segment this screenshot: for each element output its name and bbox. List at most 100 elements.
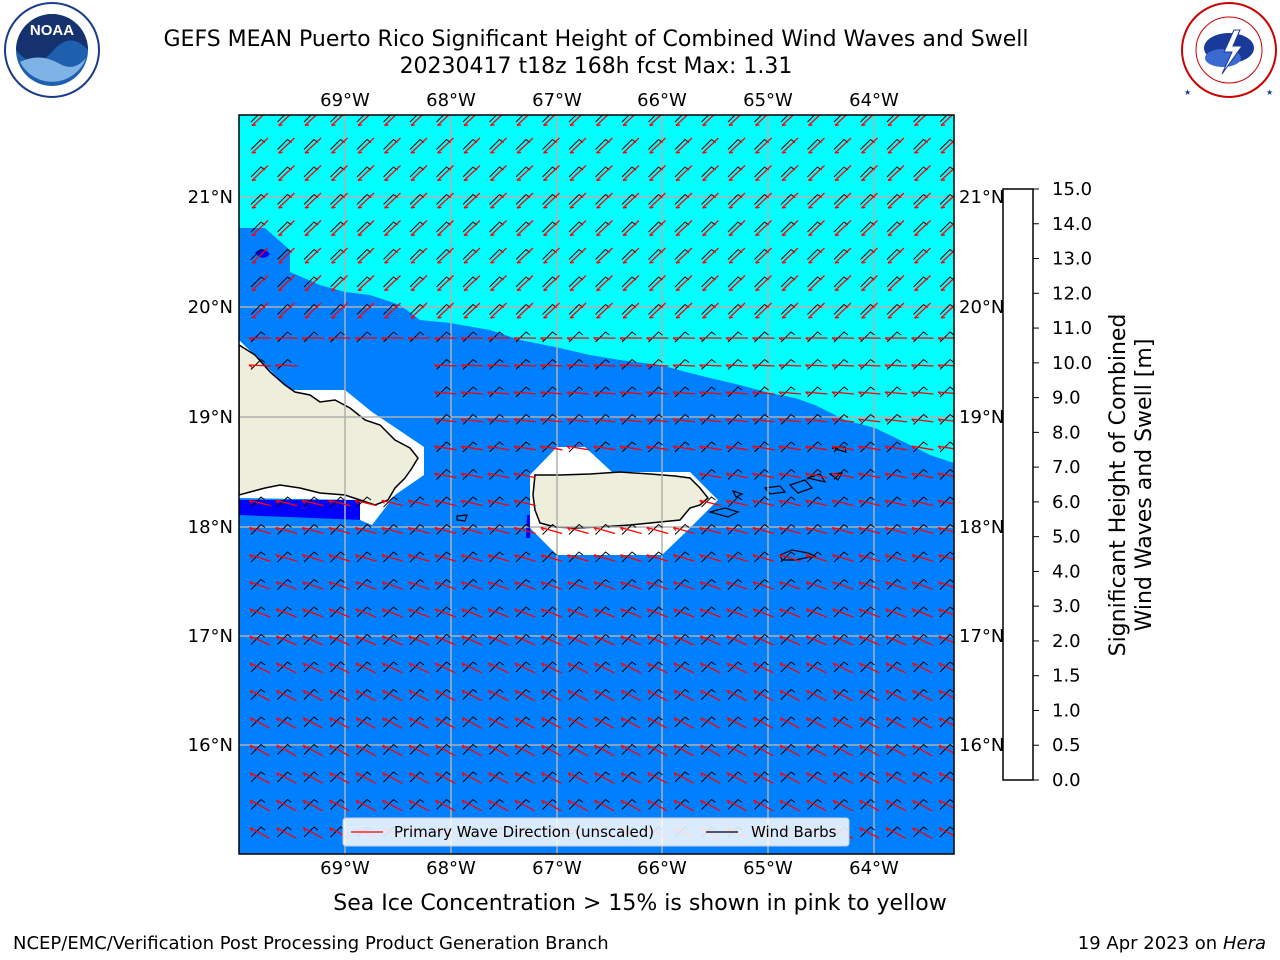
legend-wave-label: Primary Wave Direction (unscaled) xyxy=(394,823,654,841)
wave-arrow-head xyxy=(699,472,703,477)
wave-arrow-head xyxy=(911,581,916,586)
wind-barb xyxy=(860,523,875,535)
wind-barb xyxy=(489,115,504,123)
wave-arrow-head xyxy=(887,234,893,237)
wave-arrow xyxy=(779,799,801,812)
wave-arrow-head xyxy=(861,316,866,319)
wind-barb xyxy=(754,496,769,508)
wave-arrow xyxy=(540,418,563,423)
wave-arrow-head xyxy=(567,581,571,586)
wave-arrow xyxy=(649,275,666,291)
wave-arrow xyxy=(831,445,855,451)
wave-arrow xyxy=(779,772,801,784)
wind-barb xyxy=(833,386,849,398)
wind-barb xyxy=(250,551,266,563)
map-legend: Primary Wave Direction (unscaled) Wind B… xyxy=(342,817,850,847)
wave-arrow-head xyxy=(304,261,310,264)
wave-arrow-head xyxy=(596,234,601,237)
wave-arrow-head xyxy=(911,527,915,532)
wave-arrow-head xyxy=(278,124,283,127)
wave-arrow-head xyxy=(329,827,333,832)
wave-arrow-head xyxy=(725,337,730,341)
wave-arrow xyxy=(885,635,907,646)
wave-arrow xyxy=(514,689,536,702)
wave-arrow-head xyxy=(938,744,942,750)
wave-arrow-head xyxy=(434,499,438,504)
wave-arrow xyxy=(726,608,748,618)
wave-arrow-head xyxy=(487,499,491,504)
wind-barb xyxy=(383,661,398,673)
wave-arrow xyxy=(808,220,825,236)
wind-barb xyxy=(462,688,478,700)
wave-arrow xyxy=(647,717,668,729)
wave-arrow-head xyxy=(831,364,836,368)
wind-barb xyxy=(886,688,902,700)
wave-arrow-head xyxy=(649,234,654,237)
wind-barb xyxy=(595,331,610,343)
wind-barb xyxy=(939,441,954,453)
wave-arrow xyxy=(461,744,483,757)
wave-arrow xyxy=(884,364,908,367)
wave-arrow-head xyxy=(355,662,359,667)
wave-arrow-head xyxy=(382,799,386,805)
wave-arrow xyxy=(569,275,587,291)
wave-arrow-head xyxy=(566,391,571,396)
wave-arrow xyxy=(726,526,748,535)
wave-arrow xyxy=(861,115,874,126)
wave-arrow-head xyxy=(434,472,438,477)
wave-arrow-head xyxy=(384,179,389,182)
wave-arrow xyxy=(673,581,695,590)
wave-arrow-head xyxy=(672,337,677,341)
wind-barb xyxy=(330,523,345,535)
wind-barb xyxy=(303,688,319,700)
wave-arrow-head xyxy=(885,827,889,832)
wave-arrow-head xyxy=(753,799,757,805)
wave-arrow xyxy=(355,662,377,674)
wind-barb xyxy=(886,798,902,810)
wind-barb xyxy=(780,523,796,535)
wind-barb xyxy=(462,115,477,123)
wind-barb xyxy=(489,551,504,563)
wave-arrow-head xyxy=(622,179,628,182)
wave-arrow xyxy=(463,275,481,291)
wave-arrow xyxy=(302,526,324,535)
wave-arrow-head xyxy=(752,527,756,532)
wave-arrow xyxy=(832,526,854,535)
wave-arrow-head xyxy=(278,206,283,209)
wave-arrow-head xyxy=(329,717,333,722)
wave-arrow xyxy=(304,302,322,319)
wave-arrow xyxy=(938,744,954,754)
wind-barb xyxy=(807,331,822,343)
wind-barb xyxy=(515,523,531,535)
wave-arrow xyxy=(382,662,403,674)
wind-barb xyxy=(833,115,848,123)
wind-barb xyxy=(780,551,796,563)
wind-barb xyxy=(383,331,398,343)
wave-arrow xyxy=(251,192,269,209)
wave-arrow-head xyxy=(672,364,677,368)
wave-arrow-head xyxy=(488,690,492,695)
wave-arrow-head xyxy=(778,418,783,423)
wave-arrow xyxy=(276,744,297,757)
wave-arrow xyxy=(513,391,537,395)
wind-barb xyxy=(727,633,743,645)
wave-arrow-head xyxy=(355,744,359,750)
wind-barb xyxy=(833,633,849,645)
wave-arrow-head xyxy=(646,337,651,341)
wave-arrow-head xyxy=(463,179,469,182)
wind-barb xyxy=(250,771,266,783)
wind-barb xyxy=(436,468,451,480)
wave-arrow-head xyxy=(884,527,889,532)
wind-barb xyxy=(356,661,372,673)
wave-arrow xyxy=(249,772,271,784)
wave-arrow xyxy=(384,115,397,126)
wind-barb xyxy=(833,441,849,453)
wave-arrow-head xyxy=(805,445,809,450)
wave-arrow-head xyxy=(487,581,492,586)
wave-arrow-head xyxy=(541,662,545,667)
wave-arrow-head xyxy=(778,445,783,450)
wind-barb xyxy=(780,441,796,453)
wave-arrow-head xyxy=(726,744,730,750)
wind-barb xyxy=(462,551,478,563)
wave-arrow-head xyxy=(304,124,310,127)
